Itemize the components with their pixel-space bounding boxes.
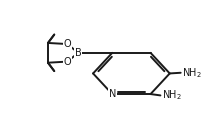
Text: NH$_2$: NH$_2$	[162, 89, 181, 102]
Text: O: O	[64, 57, 71, 67]
Text: N: N	[109, 89, 116, 99]
Text: O: O	[64, 39, 71, 49]
Text: NH$_2$: NH$_2$	[182, 66, 202, 80]
Text: B: B	[75, 48, 82, 58]
